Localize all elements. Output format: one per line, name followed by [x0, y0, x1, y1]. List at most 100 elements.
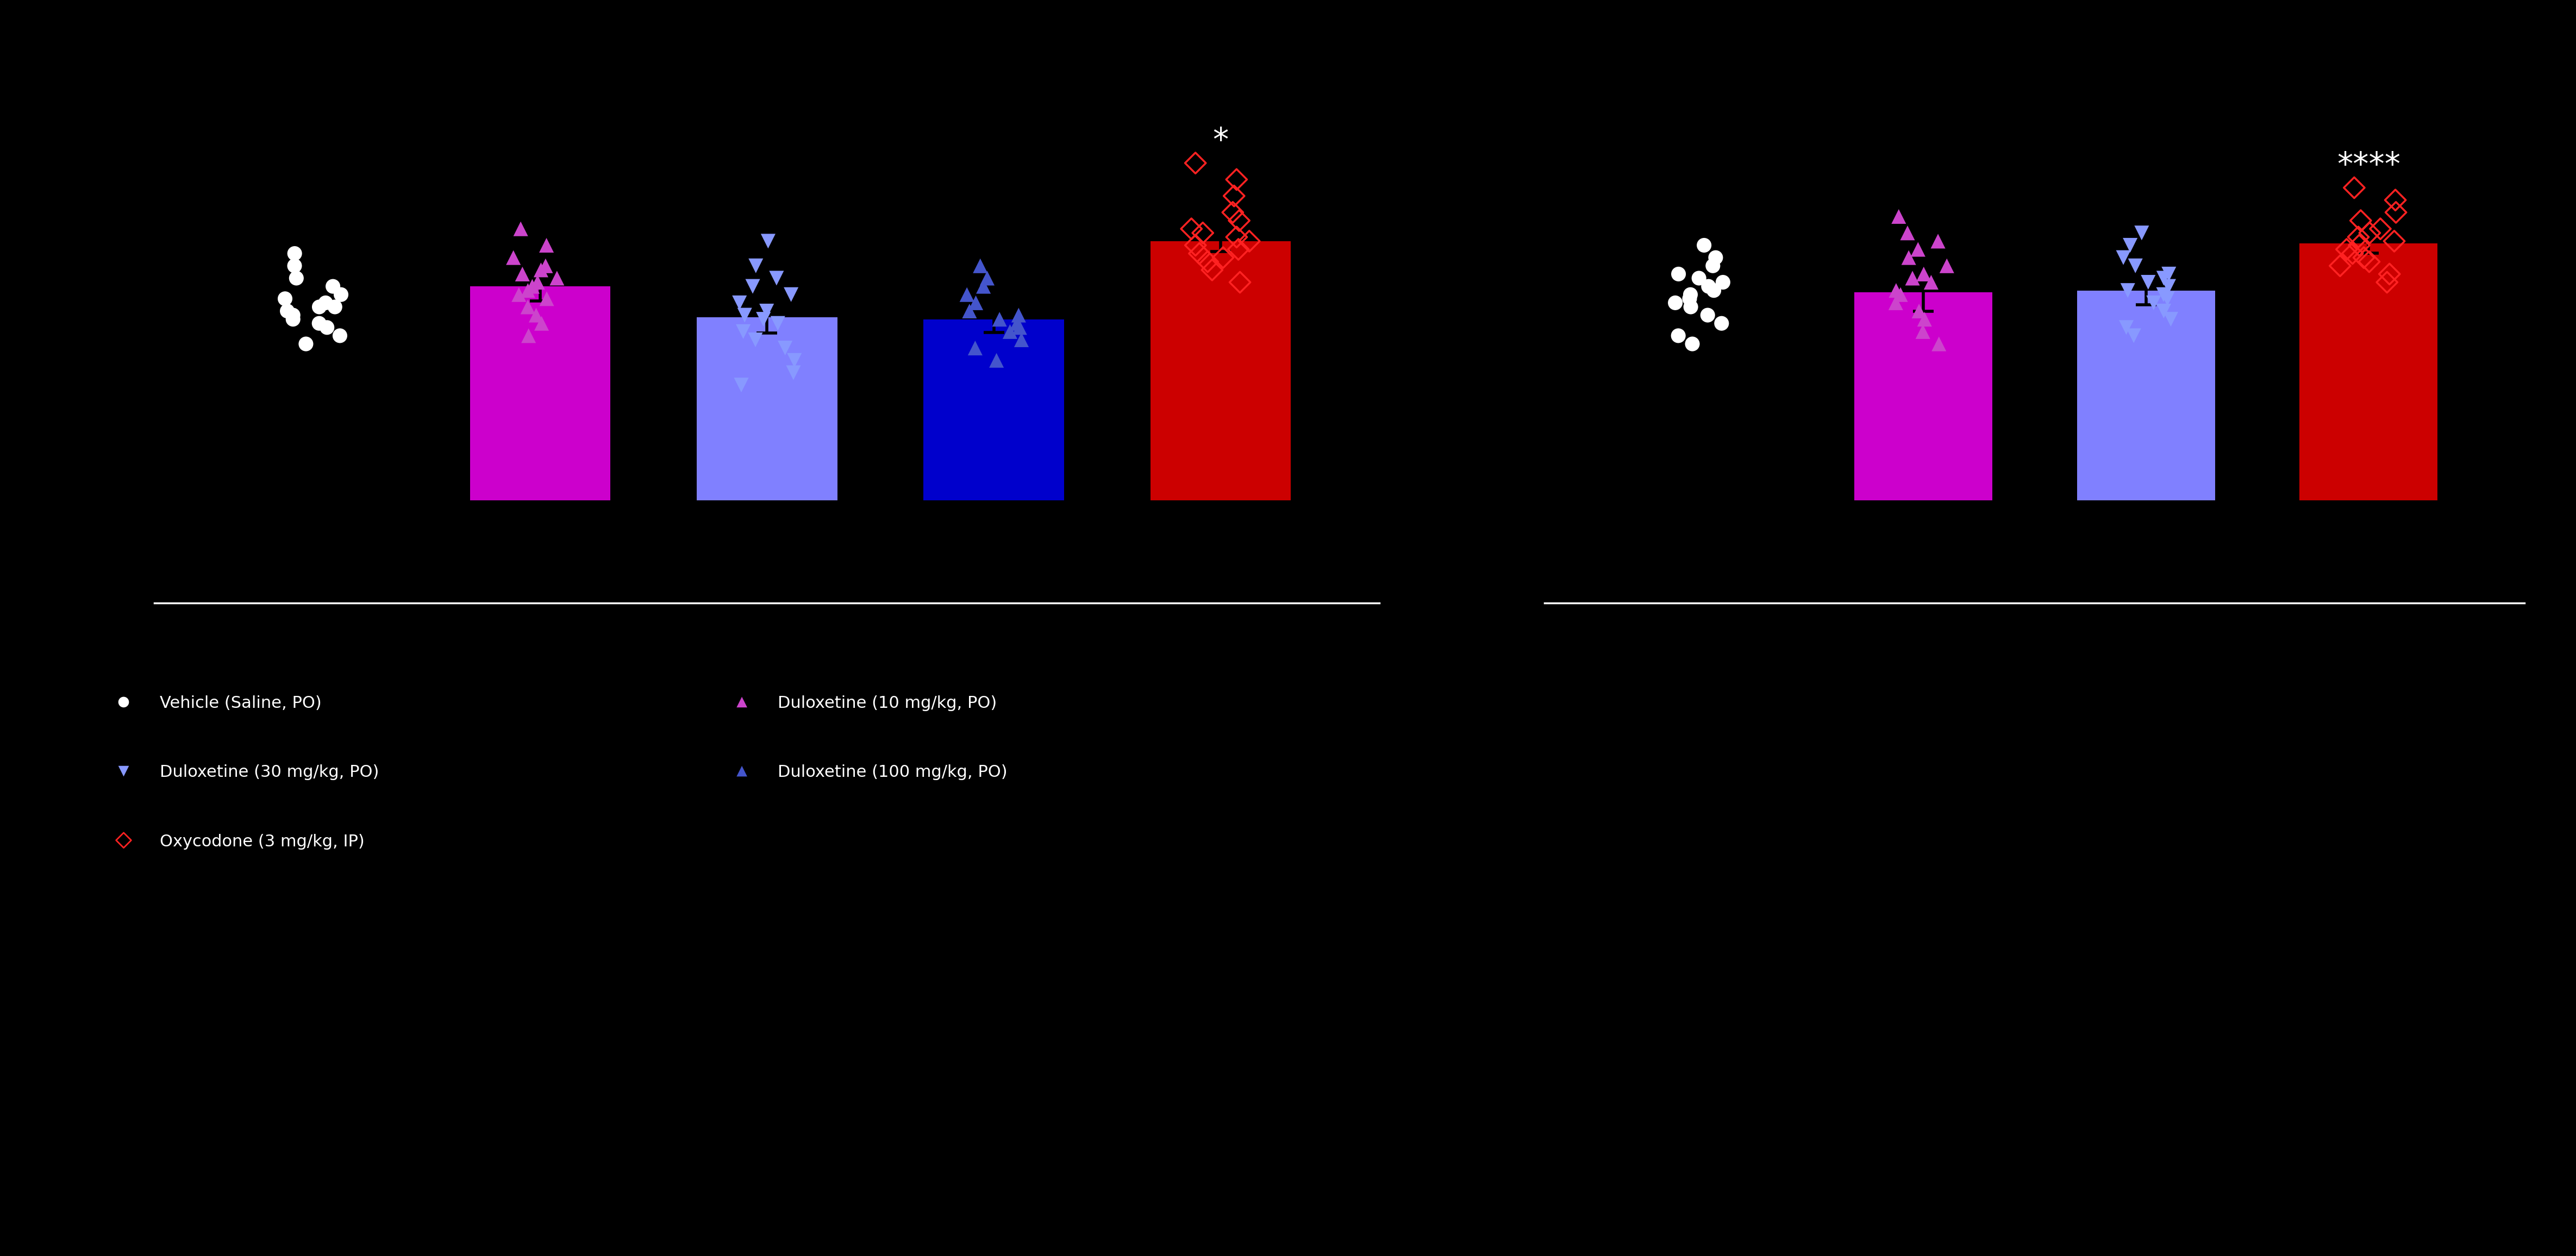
- Point: [2148, 264, 2190, 284]
- Point: [2375, 202, 2416, 222]
- Point: [1888, 222, 1929, 242]
- Point: [1669, 296, 1710, 317]
- Point: [742, 309, 783, 329]
- Point: [2331, 244, 2372, 264]
- Point: [1180, 244, 1221, 264]
- Point: [956, 293, 997, 313]
- Point: [268, 301, 309, 322]
- Point: [1904, 264, 1945, 284]
- Point: [500, 219, 541, 239]
- Bar: [2076, 290, 2215, 500]
- Point: [526, 235, 567, 255]
- Point: [1193, 260, 1234, 280]
- Point: [2367, 273, 2409, 293]
- Point: [1669, 285, 1710, 305]
- Bar: [1151, 241, 1291, 500]
- Point: [536, 268, 577, 288]
- Point: [1685, 235, 1726, 255]
- Point: [2339, 227, 2380, 247]
- Point: [299, 296, 340, 317]
- Point: [770, 285, 811, 305]
- Point: [2128, 273, 2169, 293]
- Point: [1692, 256, 1734, 276]
- Point: [507, 296, 549, 317]
- Point: [273, 256, 314, 276]
- Point: [1687, 305, 1728, 325]
- Point: [319, 285, 361, 305]
- Point: [1891, 268, 1932, 288]
- Point: [273, 305, 314, 325]
- Point: [1213, 186, 1255, 206]
- Point: [979, 309, 1020, 329]
- Point: [721, 761, 762, 781]
- Point: [273, 244, 314, 264]
- Point: [314, 296, 355, 317]
- Bar: [469, 286, 611, 500]
- Point: [2375, 190, 2416, 210]
- Point: [1170, 219, 1211, 239]
- Point: [2112, 325, 2154, 345]
- Point: [2334, 177, 2375, 197]
- Point: [1218, 240, 1260, 260]
- Point: [961, 256, 1002, 276]
- Point: [1659, 264, 1700, 284]
- Point: [2326, 240, 2367, 260]
- Point: [1904, 309, 1945, 329]
- Point: [1659, 325, 1700, 345]
- Point: [2133, 293, 2174, 313]
- Point: [520, 260, 562, 280]
- Point: [273, 309, 314, 329]
- Point: [2105, 318, 2146, 338]
- Point: [2143, 301, 2184, 322]
- Point: [948, 301, 989, 322]
- Point: [312, 276, 353, 296]
- Point: [276, 268, 317, 288]
- Point: [757, 313, 799, 333]
- Point: [966, 268, 1007, 288]
- Point: [1917, 231, 1958, 251]
- Point: [1002, 330, 1043, 350]
- Point: [734, 330, 775, 350]
- Point: [299, 313, 340, 333]
- Point: [1875, 280, 1917, 300]
- Point: [721, 376, 762, 396]
- Point: [1878, 206, 1919, 226]
- Point: [1216, 170, 1257, 190]
- Point: [1695, 247, 1736, 268]
- Point: [2102, 247, 2143, 268]
- Point: [1672, 334, 1713, 354]
- Point: [773, 363, 814, 383]
- Point: [956, 338, 997, 358]
- Text: Oxycodone (3 mg/kg, IP): Oxycodone (3 mg/kg, IP): [160, 834, 363, 849]
- Bar: [696, 318, 837, 500]
- Point: [719, 293, 760, 313]
- Point: [2115, 256, 2156, 276]
- Point: [1919, 334, 1960, 354]
- Point: [2318, 256, 2360, 276]
- Text: ****: ****: [2336, 151, 2401, 182]
- Point: [997, 313, 1038, 333]
- Point: [1911, 273, 1953, 293]
- Point: [515, 305, 556, 325]
- Point: [997, 305, 1038, 325]
- Point: [724, 305, 765, 325]
- Point: [307, 318, 348, 338]
- Point: [2120, 222, 2161, 242]
- Point: [1654, 293, 1695, 313]
- Point: [2349, 222, 2391, 242]
- Point: [773, 350, 814, 371]
- Point: [507, 325, 549, 345]
- Point: [513, 276, 554, 296]
- Point: [2372, 231, 2414, 251]
- Point: [1901, 322, 1942, 342]
- Point: [2339, 235, 2380, 255]
- Point: [2143, 268, 2184, 288]
- Point: [492, 247, 533, 268]
- Point: [2148, 276, 2190, 296]
- Point: [1218, 211, 1260, 231]
- Text: Duloxetine (100 mg/kg, PO): Duloxetine (100 mg/kg, PO): [778, 765, 1007, 780]
- Point: [1188, 251, 1229, 271]
- Point: [2146, 289, 2187, 309]
- Point: [2360, 219, 2401, 239]
- Point: [2110, 235, 2151, 255]
